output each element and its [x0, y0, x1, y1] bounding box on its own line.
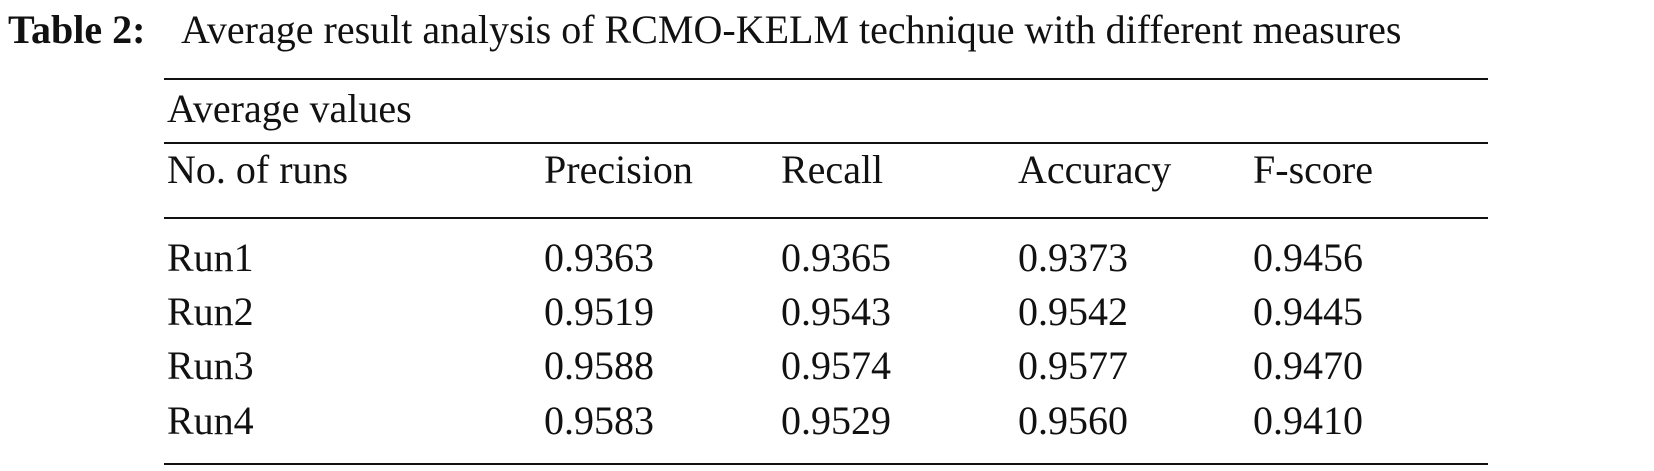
- cell-value: 0.9456: [1253, 235, 1363, 280]
- row-label: Run3: [167, 343, 254, 388]
- cell-value: 0.9574: [781, 343, 891, 388]
- cell-value: 0.9588: [544, 343, 654, 388]
- cell-value: 0.9543: [781, 289, 891, 334]
- cell-value: 0.9519: [544, 289, 654, 334]
- cell-value: 0.9373: [1018, 235, 1128, 280]
- column-header: Precision: [544, 147, 693, 192]
- row-label: Run1: [167, 235, 254, 280]
- caption-title: Average result analysis of RCMO-KELM tec…: [181, 7, 1401, 52]
- cell-value: 0.9410: [1253, 398, 1363, 443]
- cell-value: 0.9445: [1253, 289, 1363, 334]
- cell-value: 0.9542: [1018, 289, 1128, 334]
- cell-value: 0.9529: [781, 398, 891, 443]
- column-header: Recall: [781, 147, 883, 192]
- group-header: Average values: [167, 86, 412, 131]
- column-header: Accuracy: [1018, 147, 1171, 192]
- caption-label: Table 2:: [8, 7, 145, 52]
- row-label: Run2: [167, 289, 254, 334]
- cell-value: 0.9470: [1253, 343, 1363, 388]
- cell-value: 0.9365: [781, 235, 891, 280]
- column-header: F-score: [1253, 147, 1373, 192]
- cell-value: 0.9560: [1018, 398, 1128, 443]
- cell-value: 0.9583: [544, 398, 654, 443]
- row-label: Run4: [167, 398, 254, 443]
- column-header: No. of runs: [167, 147, 348, 192]
- cell-value: 0.9363: [544, 235, 654, 280]
- cell-value: 0.9577: [1018, 343, 1128, 388]
